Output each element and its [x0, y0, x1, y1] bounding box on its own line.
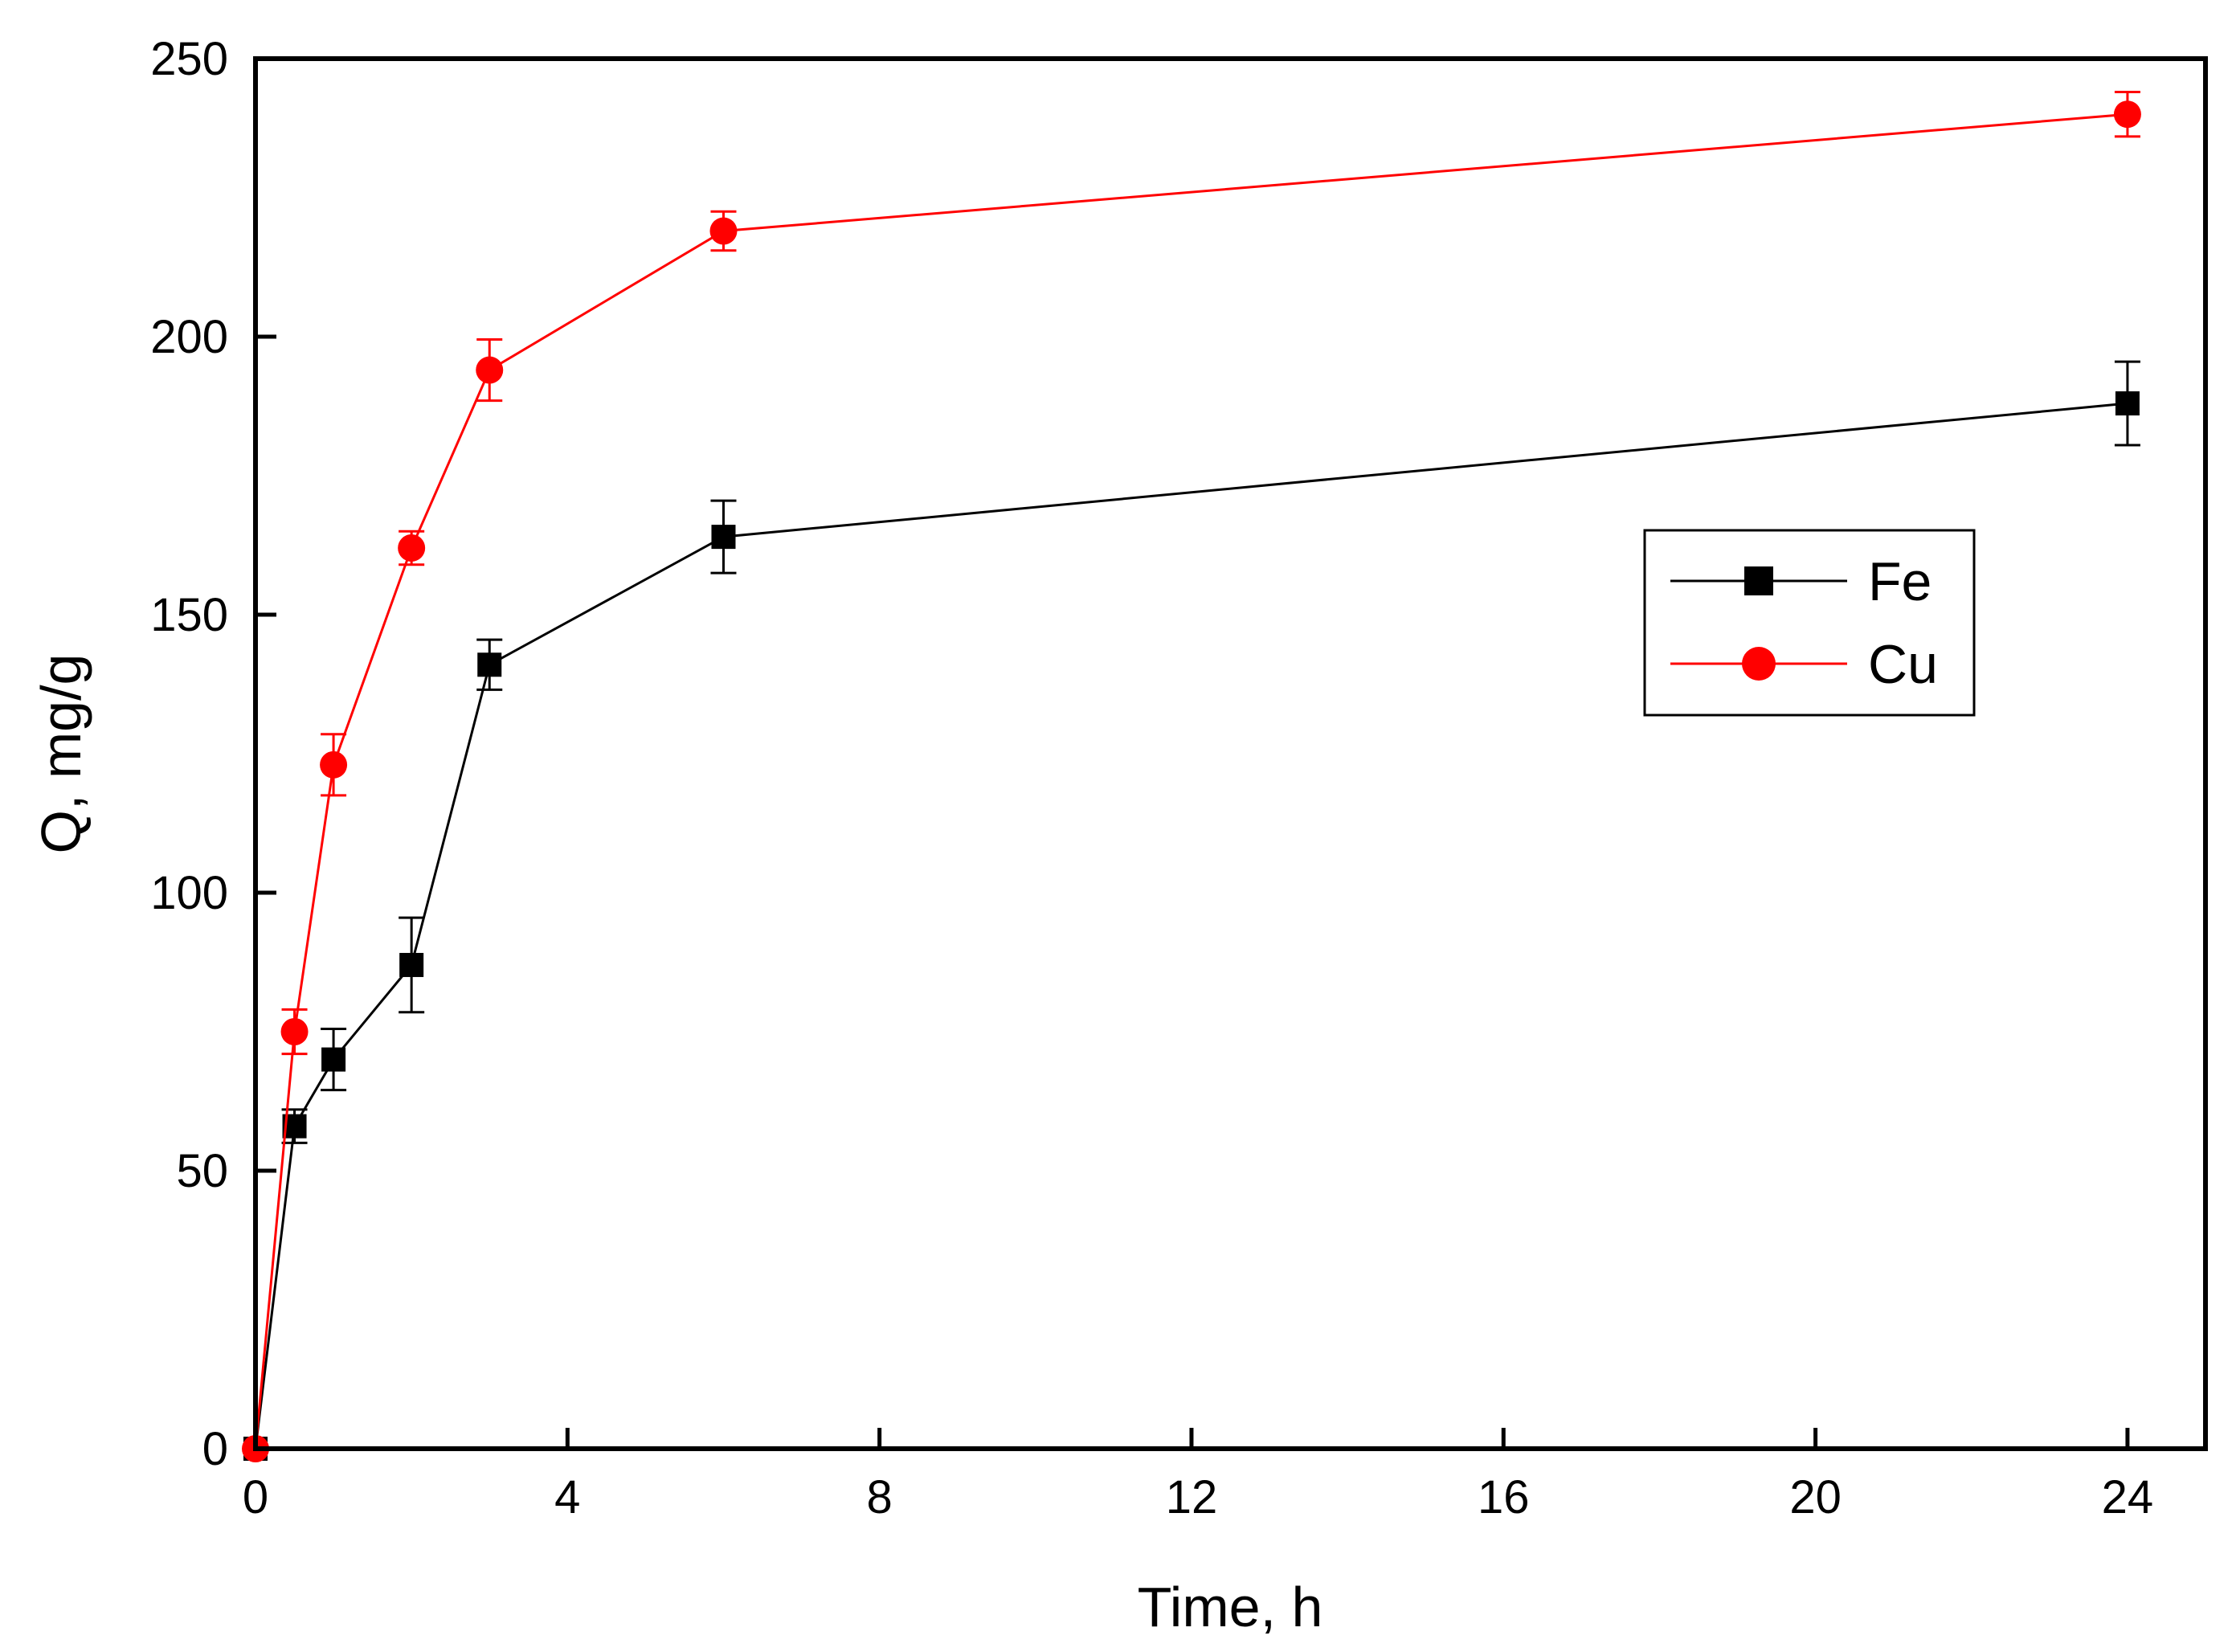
x-axis-label: Time, h [1138, 1576, 1323, 1638]
x-tick-label: 12 [1166, 1471, 1218, 1523]
y-tick-label: 100 [150, 867, 228, 919]
data-point-cu [709, 217, 738, 245]
y-tick-label: 0 [202, 1423, 228, 1475]
data-point-fe [711, 525, 736, 550]
x-tick-label: 4 [554, 1471, 580, 1523]
y-tick-label: 150 [150, 589, 228, 641]
data-point-cu [280, 1018, 309, 1045]
plot-frame [253, 56, 2208, 1451]
series-line-cu [254, 112, 2128, 1450]
x-tick-label: 16 [1478, 1471, 1530, 1523]
x-tick-label: 0 [243, 1471, 268, 1523]
legend-box [1643, 529, 1976, 717]
data-point-cu [320, 750, 348, 779]
x-tick-label: 24 [2102, 1471, 2154, 1523]
data-point-cu [476, 356, 504, 384]
legend-marker-cu [1742, 647, 1776, 681]
ticks-layer: 0 4 8 12 16 20 24 0 50 100 150 200 250 [150, 33, 2153, 1523]
y-axis-label: Q, mg/g [30, 654, 92, 854]
legend-item-fe: Fe [1670, 551, 1932, 612]
x-tick-label: 20 [1789, 1471, 1842, 1523]
legend: Fe Cu [1643, 529, 1976, 717]
data-point-fe [321, 1047, 346, 1072]
y-tick-label: 250 [150, 33, 228, 85]
data-point-fe [399, 952, 424, 977]
data-point-fe [477, 652, 502, 677]
y-tick-label: 50 [176, 1145, 228, 1197]
legend-item-cu: Cu [1670, 634, 1938, 695]
series-layer [242, 91, 2141, 1462]
data-point-cu [398, 534, 426, 562]
legend-label-cu: Cu [1868, 634, 1938, 695]
legend-marker-fe [1744, 566, 1773, 595]
y-tick-label: 200 [150, 311, 228, 363]
x-tick-label: 8 [867, 1471, 893, 1523]
series-cu [242, 91, 2141, 1462]
data-point-cu [2113, 100, 2141, 129]
series-fe [243, 360, 2140, 1461]
legend-label-fe: Fe [1868, 551, 1932, 612]
data-point-fe [2115, 391, 2140, 416]
